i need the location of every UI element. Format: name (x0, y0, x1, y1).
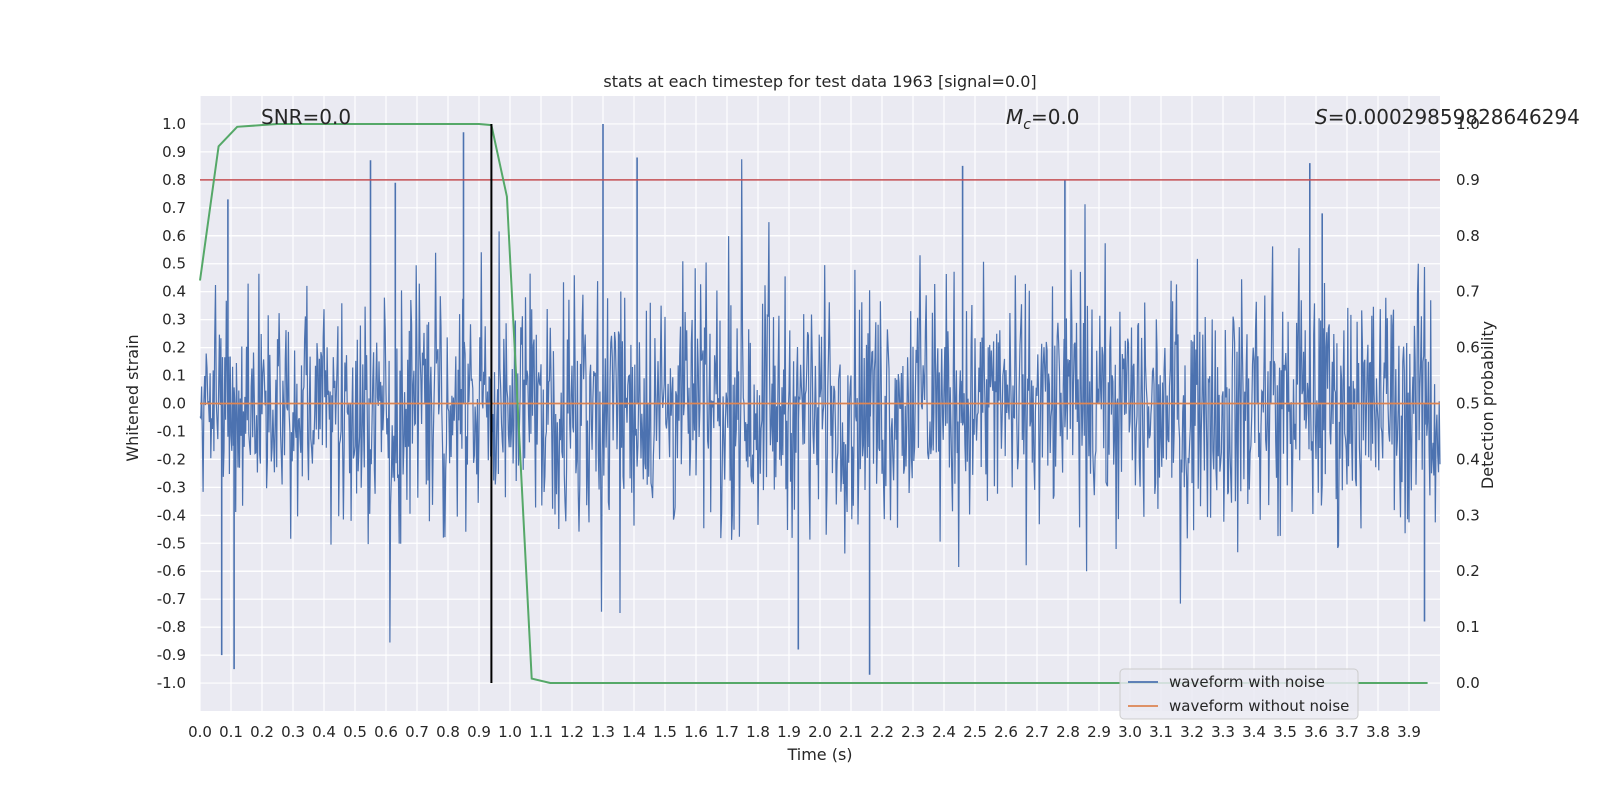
y-tick-label: 0.0 (162, 395, 186, 413)
x-tick-label: 2.0 (808, 723, 832, 741)
legend-box (1119, 668, 1359, 720)
x-tick-label: 1.7 (715, 723, 739, 741)
y-tick-labels: 1.0 0.9 0.8 0.7 0.6 0.5 0.4 0.3 0.2 0.1 0.0 -0.1 -0.… (157, 115, 186, 692)
y-tick-label: 0.2 (162, 339, 186, 357)
x-tick-label: 3.2 (1180, 723, 1204, 741)
x-tick-label: 0.3 (281, 723, 305, 741)
y-tick-label: 0.5 (162, 255, 186, 273)
y-tick-label: -0.9 (157, 646, 186, 664)
x-tick-label: 0.6 (374, 723, 398, 741)
x-tick-label: 1.8 (746, 723, 770, 741)
y-right-tick-labels: 1.0 0.9 0.8 0.7 0.6 0.5 0.4 0.3 0.2 0.1 0.0 (1456, 115, 1480, 692)
x-tick-label: 0.4 (312, 723, 336, 741)
snr-annotation: SNR=0.0 (261, 105, 351, 129)
y-tick-label: 0.3 (162, 311, 186, 329)
noise-peaks (220, 124, 1426, 675)
y-right-tick-label: 0.8 (1456, 227, 1480, 245)
y-tick-label: -0.3 (157, 478, 186, 496)
y-tick-label: 0.6 (162, 227, 186, 245)
x-tick-label: 0.7 (405, 723, 429, 741)
y-right-tick-label: 0.2 (1456, 562, 1480, 580)
x-tick-label: 2.2 (870, 723, 894, 741)
x-tick-label: 1.0 (498, 723, 522, 741)
x-tick-label: 3.9 (1397, 723, 1421, 741)
x-tick-label: 2.5 (963, 723, 987, 741)
x-tick-label: 0.9 (467, 723, 491, 741)
y-tick-label: -0.8 (157, 618, 186, 636)
x-tick-label: 1.6 (684, 723, 708, 741)
x-tick-label: 1.5 (653, 723, 677, 741)
x-tick-label: 0.0 (188, 723, 212, 741)
y-tick-label: -1.0 (157, 674, 186, 692)
x-tick-label: 1.9 (777, 723, 801, 741)
x-tick-label: 2.4 (932, 723, 956, 741)
series-detection-probability (199, 123, 1428, 684)
y-right-tick-label: 0.4 (1456, 450, 1480, 468)
x-tick-label: 3.5 (1273, 723, 1297, 741)
s-annotation: S=0.00029859828646294 (1315, 105, 1580, 129)
s-value: =0.00029859828646294 (1328, 105, 1580, 129)
x-tick-label: 3.6 (1304, 723, 1328, 741)
mc-annotation: Mc=0.0 (1006, 105, 1080, 133)
x-tick-label: 0.8 (436, 723, 460, 741)
y-tick-label: 0.7 (162, 199, 186, 217)
y-right-tick-label: 0.7 (1456, 283, 1480, 301)
x-tick-label: 3.1 (1149, 723, 1173, 741)
y-right-tick-label: 0.5 (1456, 395, 1480, 413)
y-tick-label: -0.6 (157, 562, 186, 580)
x-tick-label: 1.4 (622, 723, 646, 741)
y-axis-right-label: Detection probability (1478, 321, 1497, 489)
x-tick-label: 3.0 (1118, 723, 1142, 741)
y-tick-label: 0.9 (162, 143, 186, 161)
mc-value: =0.0 (1031, 105, 1080, 129)
x-tick-label: 2.7 (1025, 723, 1049, 741)
y-tick-label: -0.7 (157, 590, 186, 608)
x-tick-label: 1.1 (529, 723, 553, 741)
legend-label-noise: waveform with noise (1169, 673, 1325, 691)
y-right-tick-label: 0.9 (1456, 171, 1480, 189)
y-axis-label: Whitened strain (123, 334, 142, 461)
series-waveform-with-noise (199, 124, 1441, 675)
s-symbol: S (1315, 105, 1328, 129)
y-right-tick-label: 0.3 (1456, 506, 1480, 524)
x-tick-label: 3.3 (1211, 723, 1235, 741)
x-axis-label: Time (s) (786, 745, 852, 764)
legend-label-clean: waveform without noise (1169, 697, 1349, 715)
y-right-tick-label: 0.1 (1456, 618, 1480, 636)
x-tick-label: 1.2 (560, 723, 584, 741)
y-right-tick-label: 0.6 (1456, 339, 1480, 357)
x-tick-label: 3.8 (1366, 723, 1390, 741)
mc-symbol: M (1006, 105, 1023, 129)
x-tick-label: 2.9 (1087, 723, 1111, 741)
x-tick-label: 1.3 (591, 723, 615, 741)
y-tick-label: 0.1 (162, 367, 186, 385)
y-tick-label: 1.0 (162, 115, 186, 133)
x-tick-label: 2.6 (994, 723, 1018, 741)
x-tick-label: 3.4 (1242, 723, 1266, 741)
y-right-tick-label: 0.0 (1456, 674, 1480, 692)
x-tick-label: 3.7 (1335, 723, 1359, 741)
y-tick-label: 0.8 (162, 171, 186, 189)
y-tick-label: -0.2 (157, 450, 186, 468)
y-tick-label: -0.1 (157, 422, 186, 440)
y-tick-label: 0.4 (162, 283, 186, 301)
x-tick-label: 2.1 (839, 723, 863, 741)
noise-trace (199, 159, 1441, 643)
mc-subscript: c (1023, 117, 1031, 133)
y-tick-label: -0.5 (157, 534, 186, 552)
x-tick-label: 0.5 (343, 723, 367, 741)
y-tick-label: -0.4 (157, 506, 186, 524)
legend: waveform with noise waveform without noi… (1119, 668, 1359, 720)
y-right-tick-label: 1.0 (1456, 115, 1480, 133)
x-tick-label: 2.3 (901, 723, 925, 741)
x-tick-label: 0.2 (250, 723, 274, 741)
x-tick-labels: 0.0 0.1 0.2 0.3 0.4 0.5 0.6 0.7 0.8 0.9 1.0 1.1 1.2 1… (188, 723, 1421, 741)
x-tick-label: 2.8 (1056, 723, 1080, 741)
x-tick-label: 0.1 (219, 723, 243, 741)
chart-title: stats at each timestep for test data 196… (603, 72, 1036, 91)
